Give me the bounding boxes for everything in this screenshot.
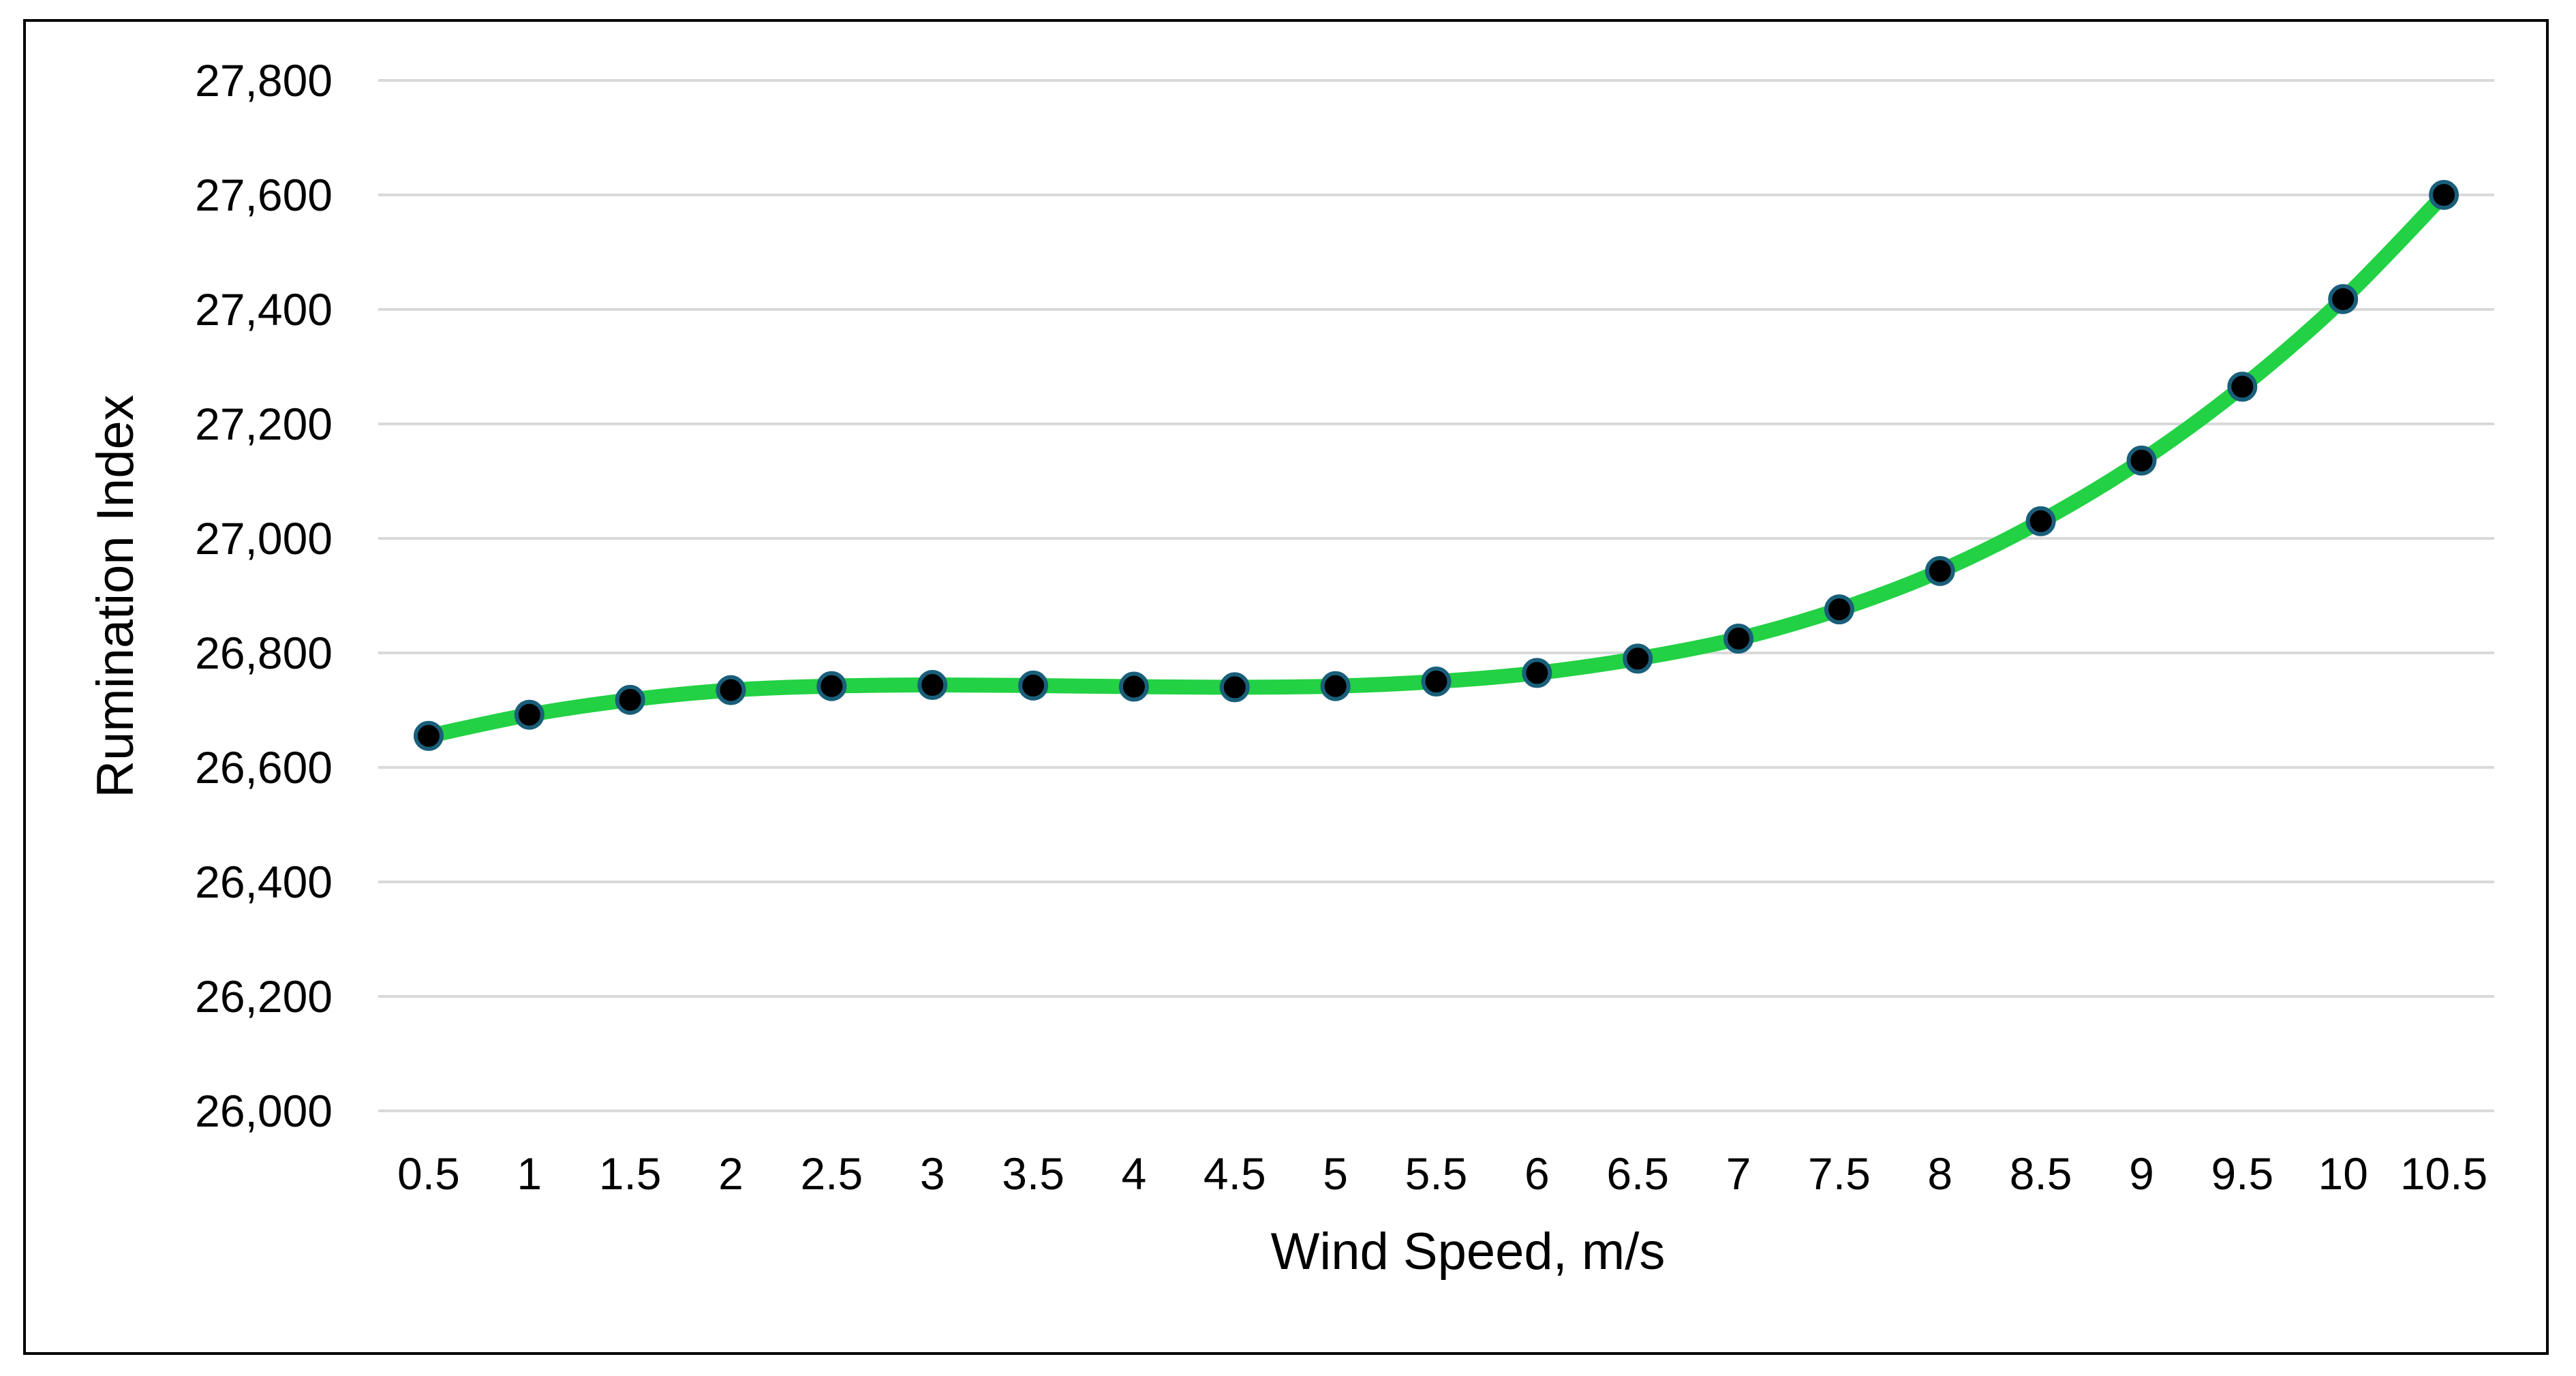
x-tick-label: 5.5 [1405, 1148, 1468, 1199]
x-tick-label: 1 [517, 1148, 542, 1199]
y-tick-label: 26,200 [195, 971, 333, 1022]
x-tick-label: 4 [1122, 1148, 1147, 1199]
data-point [1421, 667, 1452, 697]
data-point [1723, 624, 1754, 654]
y-tick-label: 27,600 [195, 170, 333, 220]
x-tick-labels: 0.5 1 1.5 2 2.5 3 3.5 4 4.5 5 5.5 6 6.5 7 7.5 8 8.5 9 9.5 1… [397, 1148, 2487, 1199]
data-point [1320, 671, 1351, 701]
x-tick-label: 7 [1726, 1148, 1751, 1199]
x-tick-label: 6 [1524, 1148, 1550, 1199]
data-point [1219, 672, 1250, 703]
data-point [716, 675, 746, 705]
data-point [2025, 506, 2056, 536]
x-tick-label: 0.5 [397, 1148, 460, 1199]
data-point [1824, 594, 1854, 625]
x-tick-label: 3.5 [1002, 1148, 1064, 1199]
x-tick-label: 4.5 [1203, 1148, 1266, 1199]
x-tick-label: 2 [718, 1148, 743, 1199]
x-tick-label: 8 [1927, 1148, 1952, 1199]
y-axis-title: Rumination Index [87, 395, 144, 797]
x-axis-title: Wind Speed, m/s [1271, 1223, 1666, 1281]
y-tick-label: 27,400 [195, 284, 333, 335]
y-tick-label: 26,000 [195, 1086, 333, 1136]
x-tick-label: 1.5 [599, 1148, 662, 1199]
x-tick-label: 6.5 [1606, 1148, 1669, 1199]
y-tick-label: 26,800 [195, 628, 333, 678]
x-tick-label: 3 [920, 1148, 945, 1199]
x-tick-label: 2.5 [800, 1148, 863, 1199]
data-point [1522, 658, 1552, 688]
y-tick-label: 27,000 [195, 513, 333, 564]
y-tick-label: 27,200 [195, 399, 333, 449]
data-point [615, 684, 645, 715]
gridlines [378, 79, 2494, 1112]
data-point [2328, 284, 2359, 314]
x-tick-label: 10 [2318, 1148, 2368, 1199]
series-markers [413, 180, 2459, 751]
data-point [2429, 180, 2459, 210]
y-tick-label: 26,600 [195, 742, 333, 793]
data-point [917, 670, 948, 701]
data-point [413, 720, 444, 751]
x-tick-label: 5 [1323, 1148, 1348, 1199]
data-point [1623, 643, 1653, 674]
x-tick-label: 9 [2129, 1148, 2154, 1199]
x-tick-label: 9.5 [2211, 1148, 2273, 1199]
data-point [514, 699, 545, 730]
data-point [816, 671, 847, 701]
x-tick-label: 7.5 [1808, 1148, 1871, 1199]
data-point [1118, 671, 1149, 702]
x-tick-label: 10.5 [2400, 1148, 2487, 1199]
data-point [2227, 371, 2258, 402]
y-tick-labels: 26,000 26,200 26,400 26,600 26,800 27,000 27,2… [195, 55, 333, 1136]
y-tick-label: 27,800 [195, 55, 333, 106]
data-point [2126, 445, 2157, 476]
data-point [1925, 555, 1955, 586]
data-point [1018, 670, 1049, 701]
x-tick-label: 8.5 [2010, 1148, 2072, 1199]
y-tick-label: 26,400 [195, 857, 333, 907]
